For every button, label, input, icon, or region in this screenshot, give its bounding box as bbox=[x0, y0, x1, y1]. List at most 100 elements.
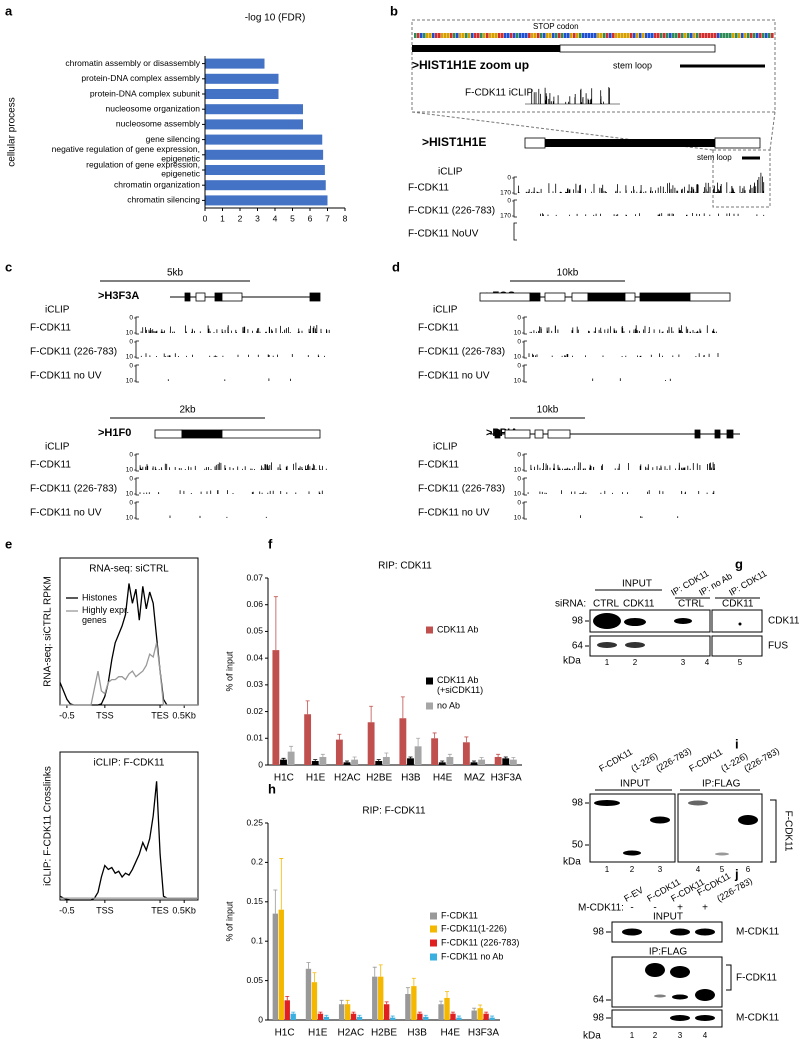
blot-frame bbox=[611, 921, 723, 943]
lane-number: 5 bbox=[720, 865, 725, 874]
gene-cds bbox=[545, 139, 715, 147]
track-label: F-CDK11 (226-783) bbox=[30, 484, 117, 495]
legend-label: F-CDK11(1-226) bbox=[441, 923, 507, 933]
track-label: F-CDK11 (226-783) bbox=[408, 206, 495, 217]
sequence-base bbox=[486, 33, 489, 38]
bar bbox=[280, 759, 287, 765]
error-bar bbox=[440, 760, 445, 763]
sequence-base bbox=[432, 33, 435, 38]
x-tick-label: 4 bbox=[273, 213, 278, 223]
sequence-base bbox=[492, 33, 495, 38]
gene-utr bbox=[524, 137, 546, 149]
track-scale-label: 170 bbox=[500, 213, 511, 220]
sequence-base bbox=[534, 33, 537, 38]
sequence-base bbox=[588, 33, 591, 38]
bar bbox=[399, 718, 407, 765]
y-tick-label: 0.04 bbox=[246, 652, 263, 662]
unit-label: kDa bbox=[563, 857, 581, 868]
sequence-base bbox=[498, 33, 501, 38]
error-bar bbox=[384, 752, 389, 757]
track-scale-label: 0 bbox=[129, 476, 133, 483]
error-bar bbox=[445, 991, 450, 998]
track-signal bbox=[517, 182, 764, 193]
gene-exon bbox=[479, 292, 531, 302]
sequence-base bbox=[651, 33, 654, 38]
gene-exon bbox=[639, 292, 691, 302]
sequence-base bbox=[414, 33, 417, 38]
sequence-base bbox=[696, 33, 699, 38]
track-signal bbox=[139, 490, 323, 494]
sequence-base bbox=[423, 33, 426, 38]
sequence-base bbox=[543, 33, 546, 38]
error-bar bbox=[376, 759, 381, 761]
track-signal bbox=[140, 325, 330, 333]
lane-number: 1 bbox=[605, 865, 610, 874]
x-tick-label: TES bbox=[151, 710, 169, 720]
error-bar bbox=[417, 1011, 422, 1014]
x-tick-label: 0.5Kb bbox=[172, 905, 196, 915]
y-tick-label: 0.02 bbox=[246, 706, 263, 716]
error-bar bbox=[369, 705, 374, 723]
sequence-base bbox=[735, 33, 738, 38]
sequence-base bbox=[738, 33, 741, 38]
sequence-base bbox=[654, 33, 657, 38]
x-tick-label: TSS bbox=[96, 710, 114, 720]
x-tick-label: H2BE bbox=[371, 1028, 397, 1039]
legend-swatch bbox=[430, 953, 437, 961]
sequence-base bbox=[630, 33, 633, 38]
bracket bbox=[770, 799, 777, 863]
lane-number: 4 bbox=[703, 1031, 708, 1040]
category-label: chromatin assembly or disassembly bbox=[65, 58, 200, 68]
x-tick-label: 7 bbox=[325, 213, 330, 223]
sequence-base bbox=[477, 33, 480, 38]
sequence-base bbox=[426, 33, 429, 38]
track-signal bbox=[528, 353, 719, 357]
blot-frame bbox=[677, 793, 763, 863]
blot-band bbox=[654, 994, 666, 998]
sequence-base bbox=[567, 33, 570, 38]
panel-letter: d bbox=[392, 259, 400, 274]
sequence-base bbox=[531, 33, 534, 38]
sequence-base bbox=[450, 33, 453, 38]
track-scale-label: 10 bbox=[514, 491, 522, 498]
sirna-label: siRNA: bbox=[555, 599, 586, 610]
x-tick-label: 2 bbox=[238, 213, 243, 223]
sequence-base bbox=[765, 33, 768, 38]
sequence-base bbox=[642, 33, 645, 38]
y-tick-label: 0 bbox=[258, 759, 263, 769]
zoom-region bbox=[712, 149, 771, 208]
lane-number: 4 bbox=[696, 865, 701, 874]
bar bbox=[205, 164, 325, 176]
legend-label: F-CDK11 (226-783) bbox=[441, 937, 519, 947]
sequence-base bbox=[465, 33, 468, 38]
sequence-base bbox=[501, 33, 504, 38]
sequence-base bbox=[669, 33, 672, 38]
y-axis-label: % of input bbox=[224, 901, 234, 942]
bar bbox=[311, 760, 319, 765]
blot-frame bbox=[589, 635, 711, 657]
condition-sign: - bbox=[630, 903, 633, 914]
bar bbox=[478, 759, 486, 765]
sequence-base bbox=[726, 33, 729, 38]
track-scale-label: 0 bbox=[129, 315, 133, 322]
legend-label: no Ab bbox=[437, 700, 460, 710]
gene-exon bbox=[689, 292, 731, 302]
sequence-base bbox=[723, 33, 726, 38]
track-axis bbox=[135, 501, 139, 520]
track-scale-label: 0 bbox=[517, 476, 521, 483]
sequence-base bbox=[582, 33, 585, 38]
condition-sign: - bbox=[653, 903, 656, 914]
sequence-base bbox=[681, 33, 684, 38]
track-label: F-CDK11 no UV bbox=[30, 508, 102, 519]
category-label: chromatin silencing bbox=[127, 195, 200, 205]
bar bbox=[378, 976, 384, 1020]
y-axis-label: cellular process bbox=[7, 97, 18, 166]
blot-band bbox=[715, 852, 729, 856]
blot-frame bbox=[611, 956, 723, 1008]
track-scale-label: 0 bbox=[517, 315, 521, 322]
bar bbox=[489, 1017, 495, 1020]
bar bbox=[414, 746, 422, 765]
blot-band bbox=[594, 800, 620, 806]
track-scale-label: 10 bbox=[126, 354, 134, 361]
y-tick-label: 0.1 bbox=[251, 935, 263, 945]
